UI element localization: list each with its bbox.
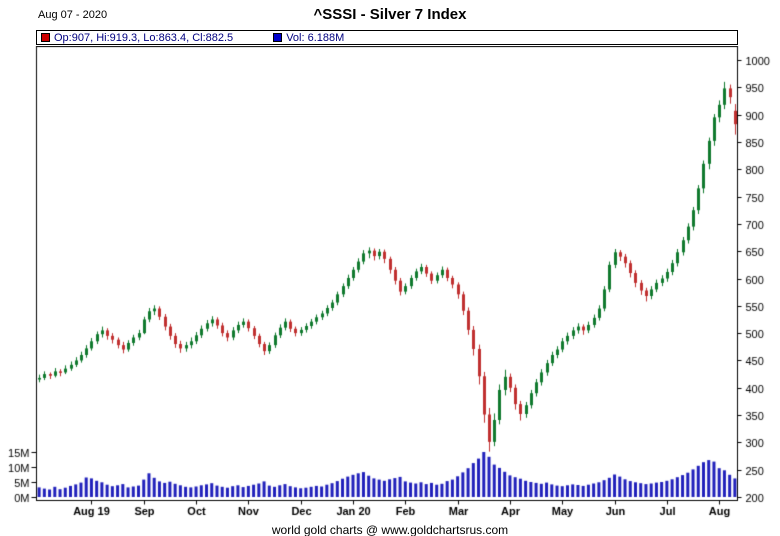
ohlc-legend: Op:907, Hi:919.3, Lo:863.4, Cl:882.5 <box>41 32 233 44</box>
volume-legend: Vol: 6.188M <box>273 32 344 44</box>
volume-legend-swatch-icon <box>273 33 283 42</box>
date-label: Aug 07 - 2020 <box>38 9 108 21</box>
legend-bar: Op:907, Hi:919.3, Lo:863.4, Cl:882.5 Vol… <box>36 30 738 45</box>
page-title: ^SSSI - Silver 7 Index <box>313 6 467 23</box>
chart-header: Aug 07 - 2020 ^SSSI - Silver 7 Index <box>0 0 780 30</box>
ohlc-legend-swatch-icon <box>41 33 50 42</box>
footer-credit: world gold charts @ www.goldchartsrus.co… <box>271 523 509 536</box>
ohlc-legend-text: Op:907, Hi:919.3, Lo:863.4, Cl:882.5 <box>54 31 234 44</box>
volume-legend-text: Vol: 6.188M <box>286 31 345 44</box>
candlestick-volume-chart-canvas <box>0 46 780 520</box>
